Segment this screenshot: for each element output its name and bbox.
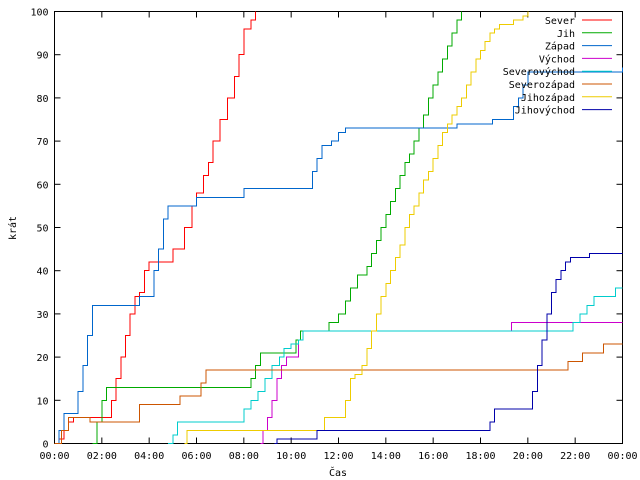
x-tick-label: 10:00 bbox=[276, 451, 306, 462]
x-tick-label: 16:00 bbox=[418, 451, 448, 462]
x-tick-label: 00:00 bbox=[607, 451, 637, 462]
y-tick-label: 30 bbox=[36, 310, 48, 321]
legend-label: Severozápad bbox=[509, 79, 575, 91]
x-tick-label: 14:00 bbox=[371, 451, 401, 462]
y-tick-label: 50 bbox=[36, 224, 48, 235]
series-lines bbox=[54, 11, 623, 444]
axis-tick-labels: 0 10 20 30 40 50 60 70 80 90 100 00:00 02:00 04:00 06:… bbox=[30, 8, 637, 463]
x-tick-label: 04:00 bbox=[134, 451, 164, 462]
series-line-8 bbox=[274, 252, 623, 444]
x-tick-label: 08:00 bbox=[229, 451, 259, 462]
x-tick-label: 22:00 bbox=[560, 451, 590, 462]
x-tick-label: 18:00 bbox=[465, 451, 495, 462]
x-tick-label: 20:00 bbox=[513, 451, 543, 462]
series-line-2 bbox=[92, 11, 463, 444]
y-tick-label: 100 bbox=[30, 8, 48, 19]
legend-label: Západ bbox=[545, 41, 575, 53]
series-line-3 bbox=[54, 67, 623, 444]
legend-label: Východ bbox=[539, 53, 575, 65]
x-tick-label: 06:00 bbox=[181, 451, 211, 462]
series-line-6 bbox=[54, 343, 623, 444]
y-tick-label: 0 bbox=[42, 440, 48, 451]
y-axis-label: krát bbox=[7, 216, 19, 240]
series-line-7 bbox=[184, 11, 529, 444]
series-line-4 bbox=[260, 322, 623, 444]
y-tick-label: 40 bbox=[36, 267, 48, 278]
legend-label: Jihozápad bbox=[521, 92, 575, 104]
series-line-5 bbox=[168, 287, 623, 444]
axis-ticks bbox=[54, 11, 623, 444]
y-tick-label: 10 bbox=[36, 396, 48, 407]
x-tick-label: 00:00 bbox=[39, 451, 69, 462]
y-tick-label: 20 bbox=[36, 353, 48, 364]
y-tick-label: 70 bbox=[36, 137, 48, 148]
x-tick-label: 02:00 bbox=[87, 451, 117, 462]
x-tick-label: 12:00 bbox=[323, 451, 353, 462]
y-tick-label: 80 bbox=[36, 94, 48, 105]
legend: Sever JihZápadVýchodSeverovýchodSeverozáp… bbox=[503, 16, 612, 117]
legend-label: Severovýchod bbox=[503, 66, 575, 78]
series-line-1 bbox=[54, 11, 257, 444]
legend-label: Sever bbox=[545, 16, 575, 27]
legend-label: Jih bbox=[557, 29, 575, 40]
x-axis-label: Čas bbox=[329, 466, 347, 479]
y-tick-label: 60 bbox=[36, 180, 48, 191]
legend-label: Jihovýchod bbox=[515, 105, 575, 117]
y-tick-label: 90 bbox=[36, 51, 48, 62]
